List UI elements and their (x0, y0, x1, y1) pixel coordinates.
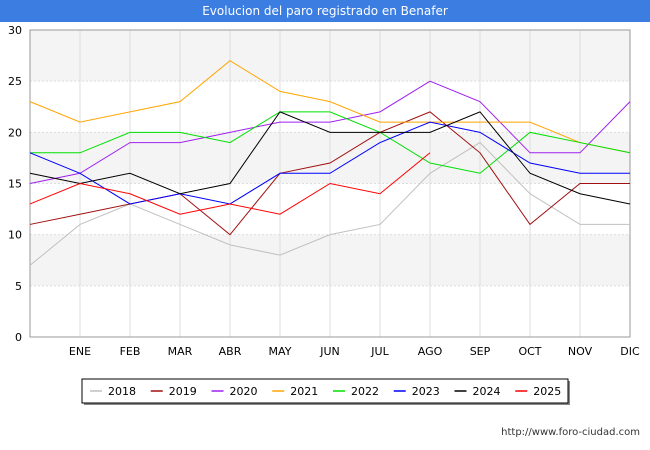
legend-label-2019: 2019 (169, 385, 197, 398)
x-tick-label: OCT (518, 345, 541, 358)
x-tick-label: NOV (568, 345, 593, 358)
chart-title: Evolucion del paro registrado en Benafer (0, 0, 650, 22)
x-tick-label: SEP (470, 345, 491, 358)
legend-label-2023: 2023 (412, 385, 440, 398)
series-line-2020 (29, 80, 631, 184)
series-line-2023 (29, 121, 630, 205)
series-line-2025 (29, 152, 431, 215)
x-tick-label: ABR (219, 345, 242, 358)
x-tick-label: ENE (69, 345, 91, 358)
legend-label-2021: 2021 (290, 385, 318, 398)
legend-label-2020: 2020 (230, 385, 258, 398)
series-line-2024 (29, 111, 631, 205)
x-tick-label: JUL (370, 345, 389, 358)
y-tick-label: 20 (8, 126, 22, 139)
y-tick-label: 25 (8, 75, 22, 88)
x-tick-label: FEB (120, 345, 141, 358)
y-tick-label: 30 (8, 24, 22, 37)
y-tick-label: 15 (8, 178, 22, 191)
y-tick-label: 10 (8, 229, 22, 242)
legend-label-2018: 2018 (108, 385, 136, 398)
source-watermark: http://www.foro-ciudad.com (501, 427, 640, 438)
x-tick-label: MAY (269, 345, 292, 358)
x-tick-label: AGO (418, 345, 443, 358)
x-tick-label: MAR (168, 345, 193, 358)
series-line-2022 (30, 111, 631, 174)
legend-label-2022: 2022 (351, 385, 379, 398)
y-tick-label: 0 (15, 331, 22, 344)
legend-label-2025: 2025 (533, 385, 561, 398)
x-tick-label: DIC (620, 345, 640, 358)
x-tick-label: JUN (319, 345, 340, 358)
legend-box (81, 378, 569, 404)
legend-label-2024: 2024 (473, 385, 501, 398)
y-tick-label: 5 (15, 280, 22, 293)
series-line-2021 (29, 60, 631, 154)
